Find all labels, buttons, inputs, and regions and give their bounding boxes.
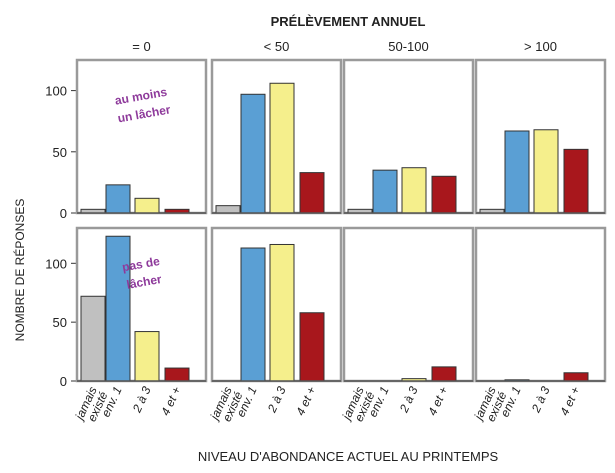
bar xyxy=(299,172,325,214)
bar xyxy=(105,235,131,382)
y-tick-label: 0 xyxy=(60,374,67,389)
bar xyxy=(431,366,457,382)
category-label-line: 4 et + xyxy=(158,384,184,417)
category-label-line: 2 à 3 xyxy=(264,384,289,415)
bar xyxy=(240,247,266,382)
bar xyxy=(240,93,266,214)
category-label: 4 et + xyxy=(293,384,319,417)
y-tick-label: 0 xyxy=(60,206,67,221)
y-tick-label: 50 xyxy=(53,315,67,330)
bar xyxy=(401,167,427,214)
column-header: < 50 xyxy=(264,39,290,54)
bar xyxy=(105,184,131,214)
category-label: 2 à 3 xyxy=(396,384,421,415)
bar xyxy=(134,197,160,214)
category-label: jamaisexisté xyxy=(339,384,378,429)
bar xyxy=(215,205,241,214)
bar xyxy=(134,331,160,382)
bar xyxy=(563,148,589,214)
category-label: 2 à 3 xyxy=(528,384,553,415)
category-label: 4 et + xyxy=(425,384,451,417)
category-label-line: 2 à 3 xyxy=(528,384,553,415)
y-tick-label: 100 xyxy=(45,84,67,99)
bar xyxy=(164,367,190,382)
bar xyxy=(431,175,457,214)
category-label-line: 4 et + xyxy=(557,384,583,417)
category-label-line: 4 et + xyxy=(425,384,451,417)
y-axis-label: NOMBRE DE RÉPONSES xyxy=(12,199,27,342)
category-label-line: 4 et + xyxy=(293,384,319,417)
bar xyxy=(269,243,295,382)
y-tick-label: 50 xyxy=(53,145,67,160)
row-annotation: pas de xyxy=(121,254,161,274)
panel-frame xyxy=(342,226,475,383)
bar xyxy=(269,82,295,214)
bar xyxy=(563,372,589,382)
category-label: 4 et + xyxy=(158,384,184,417)
panel-frame xyxy=(75,58,208,215)
column-header: > 100 xyxy=(524,39,557,54)
category-label: jamaisexisté xyxy=(471,384,510,429)
bar xyxy=(80,295,106,382)
category-label-line: 2 à 3 xyxy=(396,384,421,415)
bar xyxy=(372,169,398,214)
category-label-line: 2 à 3 xyxy=(129,384,154,415)
row-annotation: lâcher xyxy=(125,272,163,292)
panel-frame xyxy=(474,226,607,383)
bar xyxy=(299,312,325,382)
bar xyxy=(504,130,530,214)
category-label: 2 à 3 xyxy=(264,384,289,415)
category-label: 2 à 3 xyxy=(129,384,154,415)
y-tick-label: 100 xyxy=(45,256,67,271)
column-header: = 0 xyxy=(132,39,150,54)
x-axis-label: NIVEAU D'ABONDANCE ACTUEL AU PRINTEMPS xyxy=(198,449,499,464)
chart-title: PRÉLÈVEMENT ANNUEL xyxy=(271,14,426,29)
category-label: 4 et + xyxy=(557,384,583,417)
column-header: 50-100 xyxy=(388,39,428,54)
bar xyxy=(533,129,559,214)
